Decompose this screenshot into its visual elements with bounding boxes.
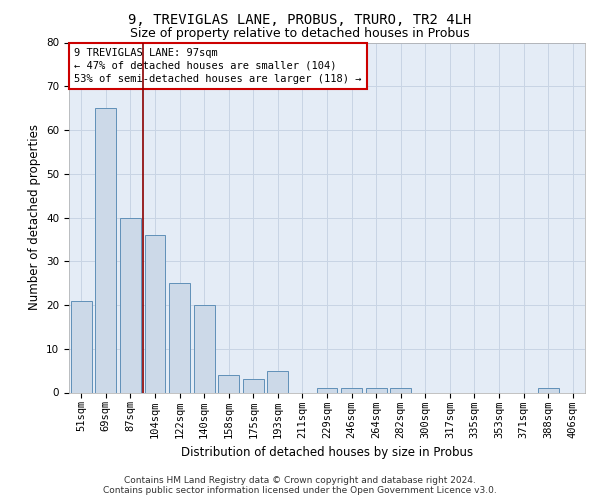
Bar <box>194 305 215 392</box>
Bar <box>268 370 289 392</box>
Bar <box>365 388 386 392</box>
Text: 9, TREVIGLAS LANE, PROBUS, TRURO, TR2 4LH: 9, TREVIGLAS LANE, PROBUS, TRURO, TR2 4L… <box>128 12 472 26</box>
Bar <box>95 108 116 393</box>
Bar <box>341 388 362 392</box>
Text: 9 TREVIGLAS LANE: 97sqm
← 47% of detached houses are smaller (104)
53% of semi-d: 9 TREVIGLAS LANE: 97sqm ← 47% of detache… <box>74 48 362 84</box>
Bar <box>317 388 337 392</box>
Bar <box>243 380 264 392</box>
Bar <box>169 283 190 393</box>
Text: Contains HM Land Registry data © Crown copyright and database right 2024.
Contai: Contains HM Land Registry data © Crown c… <box>103 476 497 495</box>
Bar <box>120 218 141 392</box>
Bar <box>390 388 411 392</box>
Y-axis label: Number of detached properties: Number of detached properties <box>28 124 41 310</box>
Bar <box>218 375 239 392</box>
Bar <box>145 235 166 392</box>
Text: Size of property relative to detached houses in Probus: Size of property relative to detached ho… <box>130 28 470 40</box>
Bar <box>71 300 92 392</box>
X-axis label: Distribution of detached houses by size in Probus: Distribution of detached houses by size … <box>181 446 473 459</box>
Bar <box>538 388 559 392</box>
